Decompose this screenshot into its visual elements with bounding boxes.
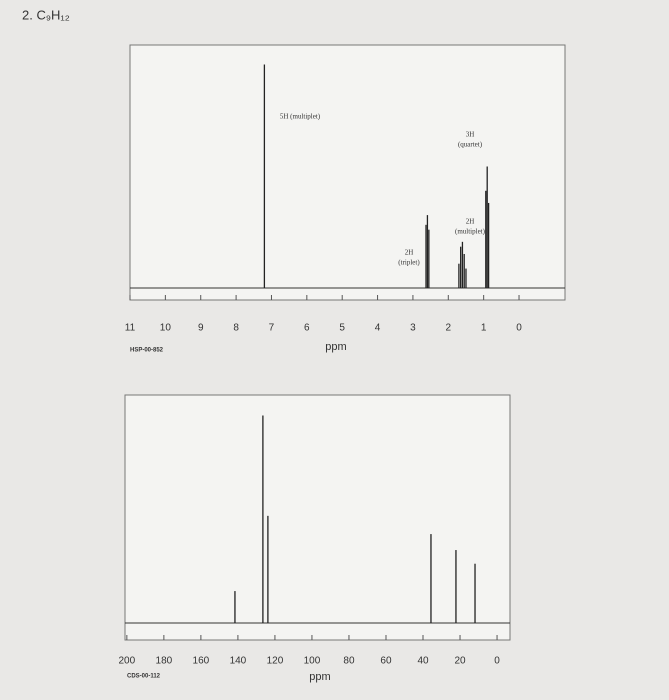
x-tick-label: 40 bbox=[417, 656, 429, 667]
annotation: 2H bbox=[405, 249, 414, 257]
x-tick-label: 200 bbox=[119, 656, 136, 667]
x-tick-label: 3 bbox=[410, 323, 416, 334]
x-tick-label: 7 bbox=[269, 323, 275, 334]
annotation: (triplet) bbox=[398, 259, 420, 267]
x-tick-label: 9 bbox=[198, 323, 204, 334]
x-tick-label: 160 bbox=[193, 656, 210, 667]
x-tick-label: 1 bbox=[481, 323, 487, 334]
x-tick-label: 0 bbox=[494, 656, 500, 667]
x-tick-label: 80 bbox=[343, 656, 355, 667]
plot-frame bbox=[129, 44, 566, 301]
annotation: 5H (multiplet) bbox=[280, 113, 321, 121]
x-tick-label: 120 bbox=[267, 656, 284, 667]
x-tick-label: 8 bbox=[233, 323, 239, 334]
plot-frame bbox=[124, 394, 511, 641]
x-axis-label: ppm bbox=[325, 341, 346, 353]
annotation: 2H bbox=[466, 218, 475, 226]
x-tick-label: 100 bbox=[304, 656, 321, 667]
x-tick-label: 140 bbox=[230, 656, 247, 667]
spectrum-code: HSP-00-852 bbox=[130, 348, 164, 354]
x-tick-label: 5 bbox=[339, 323, 345, 334]
x-tick-label: 11 bbox=[125, 323, 136, 334]
x-tick-label: 2 bbox=[446, 323, 452, 334]
x-tick-label: 4 bbox=[375, 323, 381, 334]
annotation: (multiplet) bbox=[455, 228, 486, 236]
spectrum-code: CDS-00-112 bbox=[127, 674, 161, 680]
x-tick-label: 10 bbox=[160, 323, 172, 334]
x-tick-label: 6 bbox=[304, 323, 310, 334]
x-tick-label: 180 bbox=[156, 656, 173, 667]
x-tick-label: 20 bbox=[454, 656, 466, 667]
title: 2. C₉H₁₂ bbox=[22, 7, 70, 22]
x-axis-label: ppm bbox=[309, 671, 330, 683]
annotation: (quartet) bbox=[458, 141, 483, 149]
x-tick-label: 0 bbox=[516, 323, 522, 334]
annotation: 3H bbox=[466, 131, 475, 139]
x-tick-label: 60 bbox=[380, 656, 392, 667]
